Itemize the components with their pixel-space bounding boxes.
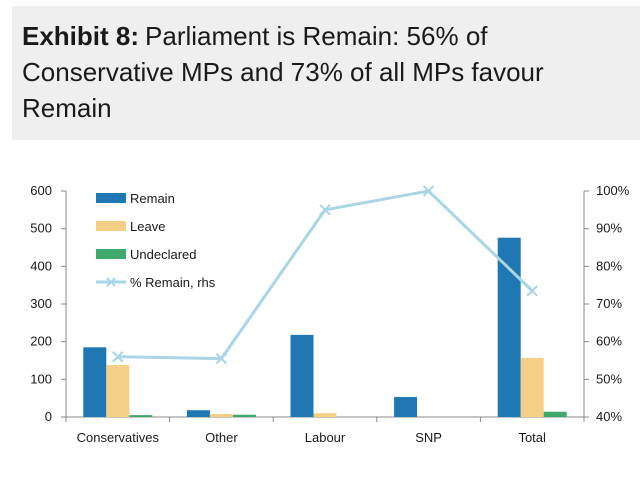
bar-remain-labour	[290, 334, 314, 417]
y-tick-label: 100	[30, 371, 52, 386]
bar-leave-conservatives	[106, 365, 130, 417]
y-tick-label: 200	[30, 334, 52, 349]
bar-leave-labour	[313, 413, 337, 417]
marker-pct-remain-conservatives	[112, 351, 124, 363]
title-panel: Exhibit 8: Parliament is Remain: 56% of C…	[12, 6, 640, 140]
marker-pct-remain-other	[215, 352, 228, 365]
y2-tick-label: 90%	[596, 221, 622, 236]
bar-undeclared-conservatives	[129, 415, 153, 417]
y-tick-label: 300	[30, 296, 52, 311]
bar-remain-snp	[394, 397, 418, 417]
legend-label: Undeclared	[130, 247, 197, 262]
x-tick-label: Conservatives	[77, 430, 160, 445]
legend-swatch-remain	[96, 193, 126, 203]
y2-tick-label: 70%	[596, 296, 622, 311]
bar-remain-conservatives	[83, 347, 107, 417]
y2-tick-label: 60%	[596, 334, 622, 349]
exhibit-label: Exhibit 8:	[22, 21, 140, 51]
legend-swatch-undeclared	[96, 249, 126, 259]
y-tick-label: 600	[30, 183, 52, 198]
chart-line	[112, 185, 538, 365]
page-title: Exhibit 8: Parliament is Remain: 56% of C…	[22, 18, 622, 126]
x-tick-label: Total	[518, 430, 546, 445]
title-text: Parliament is Remain: 56% of Conservativ…	[22, 21, 544, 123]
bar-leave-total	[520, 357, 544, 417]
marker-pct-remain-snp	[422, 185, 435, 197]
bar-remain-other	[186, 410, 210, 417]
y-tick-label: 400	[30, 258, 52, 273]
chart-bars	[83, 237, 567, 417]
bar-undeclared-total	[543, 411, 567, 417]
x-tick-label: SNP	[415, 430, 442, 445]
y-tick-label: 500	[30, 221, 52, 236]
bar-undeclared-other	[232, 414, 256, 417]
y2-tick-label: 80%	[596, 258, 622, 273]
legend-label: Remain	[130, 191, 175, 206]
y2-tick-label: 40%	[596, 409, 622, 424]
legend-swatch-leave	[96, 221, 126, 231]
marker-pct-remain-total	[526, 285, 538, 297]
legend-label: Leave	[130, 219, 165, 234]
legend-label: % Remain, rhs	[130, 275, 216, 290]
x-tick-label: Other	[205, 430, 238, 445]
bar-remain-total	[497, 237, 521, 417]
x-tick-label: Labour	[305, 430, 346, 445]
legend-swatch-marker	[106, 277, 116, 287]
chart-legend: Remain Leave Undeclared % Remain, rhs	[96, 191, 216, 290]
y2-tick-label: 50%	[596, 371, 622, 386]
y-tick-label: 0	[45, 409, 52, 424]
bar-leave-other	[209, 413, 233, 417]
marker-pct-remain-labour	[319, 204, 331, 216]
y2-tick-label: 100%	[596, 183, 630, 198]
